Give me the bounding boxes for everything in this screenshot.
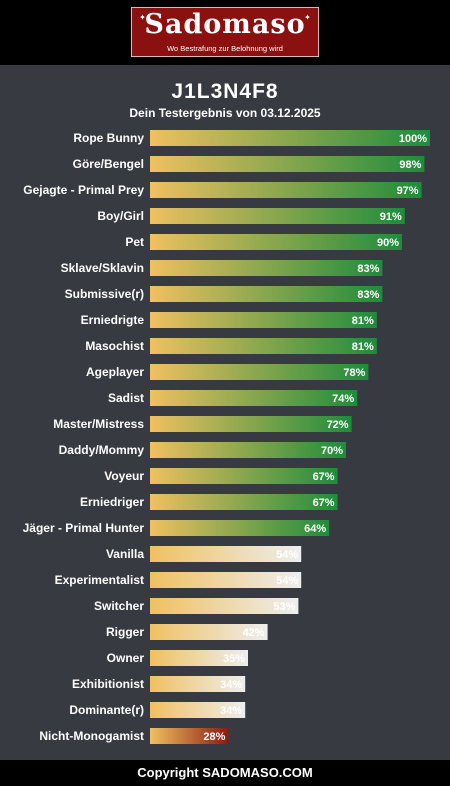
- category-label: Sadist: [108, 391, 144, 405]
- result-bar: [150, 130, 430, 146]
- brand-logo[interactable]: ✦ ✦ Sadomaso Wo Bestrafung zur Belohnung…: [131, 7, 319, 57]
- result-bar: [150, 546, 302, 562]
- result-bar: [150, 390, 358, 406]
- value-label: 100%: [399, 133, 427, 145]
- category-label: Erniedriger: [80, 495, 144, 509]
- brand-tagline: Wo Bestrafung zur Belohnung wird: [167, 44, 283, 53]
- category-label: Nicht-Monogamist: [39, 729, 144, 743]
- value-label: 70%: [321, 445, 343, 457]
- result-bar: [150, 156, 425, 172]
- result-bar: [150, 598, 299, 614]
- result-bar: [150, 416, 352, 432]
- category-label: Dominante(r): [69, 703, 144, 717]
- category-label: Rigger: [106, 625, 144, 639]
- value-label: 83%: [357, 263, 379, 275]
- value-label: 74%: [332, 393, 354, 405]
- category-label: Masochist: [85, 339, 144, 353]
- value-label: 28%: [203, 731, 225, 743]
- result-bar: [150, 234, 402, 250]
- category-label: Daddy/Mommy: [59, 443, 145, 457]
- ornament-icon: ✦: [139, 13, 146, 22]
- value-label: 54%: [276, 575, 298, 587]
- value-label: 91%: [380, 211, 402, 223]
- value-label: 64%: [304, 523, 326, 535]
- category-label: Switcher: [94, 599, 144, 613]
- category-label: Sklave/Sklavin: [61, 261, 144, 275]
- result-bar: [150, 624, 268, 640]
- category-label: Submissive(r): [65, 287, 144, 301]
- value-label: 72%: [327, 419, 349, 431]
- result-subtitle: Dein Testergebnis von 03.12.2025: [129, 106, 321, 120]
- result-bar: [150, 364, 369, 380]
- result-bar: [150, 572, 302, 588]
- header-bar: ✦ ✦ Sadomaso Wo Bestrafung zur Belohnung…: [0, 0, 450, 65]
- results-bar-chart: Rope Bunny 100% Göre/Bengel 98% Gejagte - Pr…: [23, 130, 430, 744]
- value-label: 35%: [223, 653, 245, 665]
- result-bar: [150, 338, 377, 354]
- category-label: Master/Mistress: [53, 417, 144, 431]
- category-label: Vanilla: [106, 547, 144, 561]
- value-label: 97%: [397, 185, 419, 197]
- category-label: Exhibitionist: [72, 677, 144, 691]
- category-label: Owner: [107, 651, 145, 665]
- category-label: Jäger - Primal Hunter: [23, 521, 145, 535]
- result-bar: [150, 520, 330, 536]
- result-bar: [150, 676, 246, 692]
- value-label: 42%: [243, 627, 265, 639]
- value-label: 67%: [313, 497, 335, 509]
- category-label: Göre/Bengel: [73, 157, 144, 171]
- category-label: Rope Bunny: [73, 131, 144, 145]
- result-bar: [150, 260, 383, 276]
- result-bar: [150, 442, 346, 458]
- brand-name: Sadomaso: [144, 9, 306, 40]
- value-label: 34%: [220, 705, 242, 717]
- category-label: Erniedrigte: [81, 313, 145, 327]
- value-label: 81%: [352, 315, 374, 327]
- result-bar: [150, 208, 405, 224]
- value-label: 83%: [357, 289, 379, 301]
- value-label: 90%: [377, 237, 399, 249]
- result-bar: [150, 702, 246, 718]
- value-label: 34%: [220, 679, 242, 691]
- result-bar: [150, 468, 338, 484]
- result-title: J1L3N4F8: [171, 80, 279, 103]
- ornament-icon: ✦: [304, 13, 311, 22]
- value-label: 98%: [399, 159, 421, 171]
- value-label: 81%: [352, 341, 374, 353]
- category-label: Gejagte - Primal Prey: [23, 183, 144, 197]
- result-bar: [150, 286, 383, 302]
- value-label: 53%: [273, 601, 295, 613]
- result-bar: [150, 182, 422, 198]
- category-label: Boy/Girl: [97, 209, 144, 223]
- value-label: 67%: [313, 471, 335, 483]
- result-bar: [150, 728, 229, 744]
- result-bar: [150, 312, 377, 328]
- copyright-footer: Copyright SADOMASO.COM: [0, 760, 450, 786]
- category-label: Pet: [125, 235, 144, 249]
- value-label: 54%: [276, 549, 298, 561]
- result-bar: [150, 494, 338, 510]
- value-label: 78%: [343, 367, 365, 379]
- result-bar: [150, 650, 248, 666]
- category-label: Voyeur: [104, 469, 144, 483]
- category-label: Experimentalist: [55, 573, 144, 587]
- category-label: Ageplayer: [86, 365, 144, 379]
